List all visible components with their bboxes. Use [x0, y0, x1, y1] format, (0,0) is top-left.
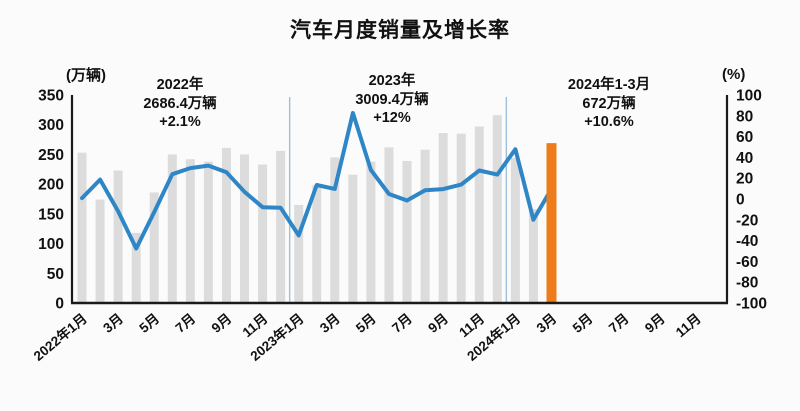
annotation-2024-growth: +10.6% [584, 114, 634, 130]
highlight-sales-bar [546, 143, 557, 303]
right-axis-unit-label: (%) [722, 66, 746, 83]
x-axis-tick-label: 3月 [317, 311, 343, 336]
left-axis-tick-label: 250 [38, 147, 64, 164]
x-axis-tick-label: 9月 [209, 311, 235, 336]
x-axis-tick-label: 11月 [673, 311, 704, 340]
annotation-2023-total: 3009.4万辆 [355, 91, 429, 108]
sales-bar [492, 115, 502, 303]
sales-bar [95, 199, 105, 303]
annotation-2023-growth: +12% [373, 110, 411, 126]
sales-bar [420, 149, 430, 303]
left-axis-tick-label: 150 [38, 206, 64, 223]
right-axis-tick-label: 0 [736, 192, 745, 209]
sales-bar [203, 161, 213, 303]
x-axis-tick-label: 9月 [425, 311, 451, 336]
left-axis-tick-label: 350 [38, 88, 64, 105]
right-axis-tick-label: -20 [736, 212, 758, 229]
x-axis-tick-label: 3月 [100, 311, 126, 336]
sales-bar [384, 147, 394, 303]
x-axis-tick-label: 9月 [642, 311, 668, 336]
sales-bar [474, 126, 484, 303]
annotation-2023: 2023年 3009.4万辆 +12% [297, 72, 487, 128]
left-axis-tick-label: 50 [47, 266, 64, 283]
left-axis-tick-label: 200 [38, 177, 64, 194]
sales-bar [330, 157, 340, 303]
x-axis-tick-label: 2022年1月 [30, 310, 90, 364]
x-axis-tick-label: 5月 [570, 311, 596, 336]
annotation-2022-growth: +2.1% [159, 114, 201, 130]
left-axis-tick-label: 0 [55, 296, 64, 313]
x-axis-tick-label: 5月 [136, 311, 162, 336]
right-axis-tick-label: 20 [736, 171, 753, 188]
annotation-2024-period: 2024年1-3月 [567, 77, 651, 93]
right-axis-tick-label: 80 [736, 108, 753, 125]
sales-bar [258, 164, 268, 303]
sales-bar [510, 157, 520, 303]
sales-bar [348, 174, 358, 303]
chart-title: 汽车月度销量及增长率 [290, 19, 510, 42]
right-axis-tick-label: 40 [736, 150, 753, 167]
right-axis-tick-label: -40 [736, 233, 758, 250]
sales-bar [240, 154, 250, 303]
sales-bar [402, 160, 412, 303]
annotation-2022-year: 2022年 [156, 77, 204, 93]
growth-rate-line [80, 111, 554, 251]
right-axis-tick-label: 60 [736, 129, 753, 146]
x-axis-tick-label: 7月 [172, 311, 198, 336]
sales-bar [294, 204, 304, 303]
sales-bar [438, 133, 448, 303]
right-axis-tick-label: -60 [736, 254, 758, 271]
right-axis-tick-label: -80 [736, 275, 758, 292]
left-axis-unit-label: (万辆) [66, 67, 106, 84]
sales-bar [77, 152, 87, 303]
sales-bar [276, 150, 286, 303]
left-axis-tick-label: 300 [38, 117, 64, 134]
x-axis-tick-label: 5月 [353, 311, 379, 336]
annotation-2023-year: 2023年 [368, 73, 416, 89]
sales-bar [221, 147, 231, 303]
sales-bar [131, 232, 141, 303]
sales-bar [528, 209, 538, 303]
sales-bar [185, 159, 195, 303]
sales-bar [113, 170, 123, 303]
x-axis-tick-label: 7月 [606, 311, 632, 336]
x-axis-tick-label: 3月 [534, 311, 560, 336]
annotation-2024-total: 672万辆 [582, 95, 636, 112]
sales-bar [312, 185, 322, 303]
right-axis-tick-label: -100 [736, 296, 767, 313]
right-axis-tick-label: 100 [736, 88, 762, 105]
left-axis-tick-label: 100 [38, 236, 64, 253]
annotation-2024: 2024年1-3月 672万辆 +10.6% [514, 76, 704, 132]
annotation-2022: 2022年 2686.4万辆 +2.1% [85, 76, 275, 132]
sales-bar [366, 161, 376, 303]
x-axis-tick-label: 7月 [389, 311, 415, 336]
sales-bar [167, 154, 177, 303]
sales-bar [149, 192, 159, 303]
annotation-2022-total: 2686.4万辆 [143, 95, 217, 112]
sales-bar [456, 133, 466, 303]
